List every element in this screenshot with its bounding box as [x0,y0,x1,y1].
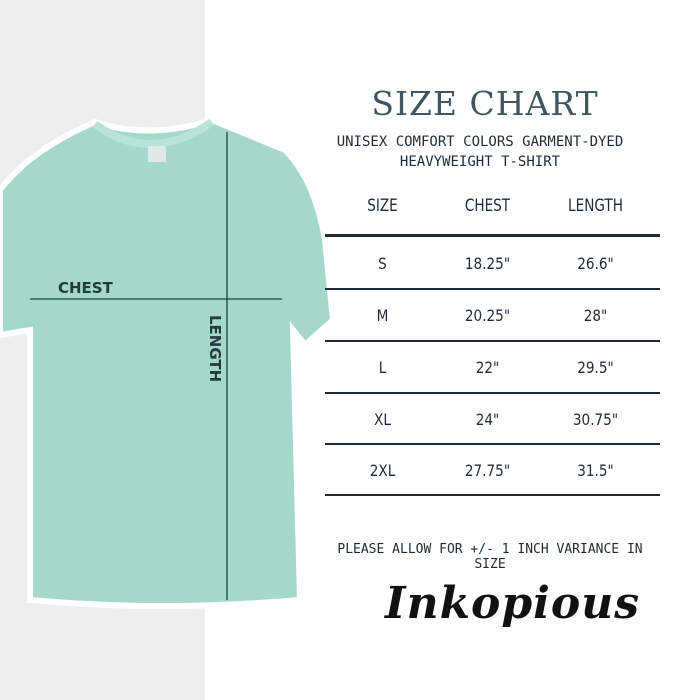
size-cell: S [378,254,387,273]
size-cell: L [378,358,387,377]
row-divider [325,340,660,342]
chest-cell: 27.75" [464,461,511,480]
column-header-size: SIZE [367,196,398,216]
column-header-chest: CHEST [464,196,511,216]
tshirt-diagram [0,116,337,609]
row-divider [325,443,660,445]
subtitle-line-1: UNISEX COMFORT COLORS GARMENT-DYED [336,134,624,150]
length-label: LENGTH [206,315,224,383]
chest-cell: 24" [475,410,500,429]
row-divider [325,288,660,290]
row-divider [325,494,660,496]
shirt-tag [148,146,166,162]
chest-cell: 18.25" [464,254,511,273]
length-cell: 29.5" [577,358,614,377]
brand-logo: Inkopious [385,578,640,629]
length-cell: 31.5" [577,461,614,480]
header-divider [325,234,660,237]
page-title: SIZE CHART [371,84,599,123]
length-cell: 30.75" [572,410,619,429]
size-cell: M [376,306,389,325]
length-cell: 26.6" [577,254,614,273]
tshirt-shape [0,116,337,609]
chest-cell: 22" [475,358,500,377]
length-cell: 28" [583,306,608,325]
chest-cell: 20.25" [464,306,511,325]
subtitle-line-2: HEAVYWEIGHT T-SHIRT [399,154,561,170]
size-cell: 2XL [369,461,396,480]
collar [92,118,215,148]
chest-label: CHEST [58,279,113,297]
row-divider [325,392,660,394]
variance-note: PLEASE ALLOW FOR +/- 1 INCH VARIANCE IN … [337,542,643,572]
size-cell: XL [374,410,391,429]
subtitle: UNISEX COMFORT COLORS GARMENT-DYED HEAVY… [320,132,640,172]
column-header-length: LENGTH [568,196,623,216]
